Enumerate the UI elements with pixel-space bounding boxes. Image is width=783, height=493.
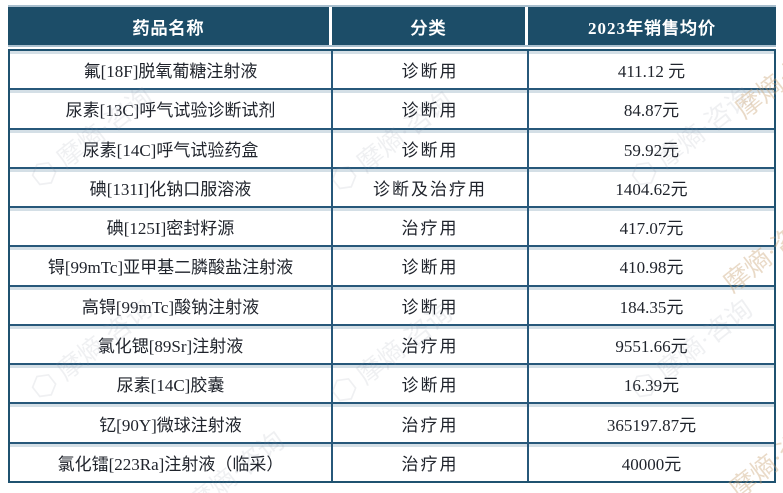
category-cell: 治疗用: [333, 443, 529, 481]
category-cell: 诊断用: [333, 90, 529, 128]
price-cell: 84.87元: [623, 101, 680, 121]
category-cell: 诊断及治疗用: [333, 168, 529, 207]
category-cell: 诊断用: [333, 129, 529, 167]
price-cell: 16.39元: [623, 376, 680, 396]
drug-name-cell: 钇[90Y]微球注射液: [10, 404, 333, 442]
price-cell: 365197.87元: [606, 415, 697, 435]
header-cell-drug-name: 药品名称: [8, 7, 329, 45]
drug-name-cell: 尿素[14C]呼气试验药盒: [10, 129, 333, 167]
table-row: 锝[99mTc]亚甲基二膦酸盐注射液 诊断用 410.98元: [10, 247, 774, 287]
table-row: 尿素[14C]呼气试验药盒 诊断用 59.92元: [10, 129, 774, 169]
price-cell: 411.12 元: [617, 62, 686, 82]
header-cell-category: 分类: [332, 7, 525, 45]
table-row: 碘[131I]化钠口服溶液 诊断及治疗用 1404.62元: [10, 168, 774, 209]
category-cell: 治疗用: [333, 208, 529, 246]
drug-name-cell: 锝[99mTc]亚甲基二膦酸盐注射液: [10, 247, 333, 285]
price-cell: 1404.62元: [615, 179, 688, 199]
table-row: 高锝[99mTc]酸钠注射液 诊断用 184.35元: [10, 286, 774, 326]
price-cell: 59.92元: [623, 140, 680, 160]
table-row: 碘[125I]密封籽源 治疗用 417.07元: [10, 208, 774, 248]
price-cell: 410.98元: [619, 258, 684, 278]
drug-name-cell: 碘[131I]化钠口服溶液: [10, 168, 333, 207]
drug-name-cell: 高锝[99mTc]酸钠注射液: [10, 286, 333, 324]
drug-name-cell: 碘[125I]密封籽源: [10, 208, 333, 246]
category-cell: 诊断用: [333, 247, 529, 285]
header-cell-price: 2023年销售均价: [528, 7, 776, 45]
drug-name-cell: 氟[18F]脱氧葡糖注射液: [10, 51, 333, 89]
drug-name-cell: 氯化锶[89Sr]注射液: [10, 325, 333, 364]
drug-price-table: 氟[18F]脱氧葡糖注射液 诊断用 411.12 元 尿素[13C]呼气试验诊断…: [8, 49, 776, 483]
category-cell: 诊断用: [333, 286, 529, 324]
category-cell: 诊断用: [333, 51, 529, 89]
category-cell: 治疗用: [333, 404, 529, 442]
table-header: 药品名称 分类 2023年销售均价: [8, 7, 776, 45]
category-cell: 治疗用: [333, 325, 529, 364]
drug-name-cell: 尿素[14C]胶囊: [10, 365, 333, 403]
price-cell: 9551.66元: [615, 336, 688, 356]
table-row: 氯化锶[89Sr]注射液 治疗用 9551.66元: [10, 325, 774, 366]
table-row: 尿素[13C]呼气试验诊断试剂 诊断用 84.87元: [10, 90, 774, 130]
category-cell: 诊断用: [333, 365, 529, 403]
drug-name-cell: 氯化镭[223Ra]注射液（临采）: [10, 443, 333, 481]
price-cell: 417.07元: [619, 219, 684, 239]
table-row: 钇[90Y]微球注射液 治疗用 365197.87元: [10, 404, 774, 444]
table-row: 氟[18F]脱氧葡糖注射液 诊断用 411.12 元: [10, 51, 774, 91]
price-cell: 40000元: [621, 454, 682, 474]
drug-name-cell: 尿素[13C]呼气试验诊断试剂: [10, 90, 333, 128]
price-cell: 184.35元: [619, 297, 684, 317]
table-row: 氯化镭[223Ra]注射液（临采） 治疗用 40000元: [10, 443, 774, 481]
table-row: 尿素[14C]胶囊 诊断用 16.39元: [10, 365, 774, 405]
